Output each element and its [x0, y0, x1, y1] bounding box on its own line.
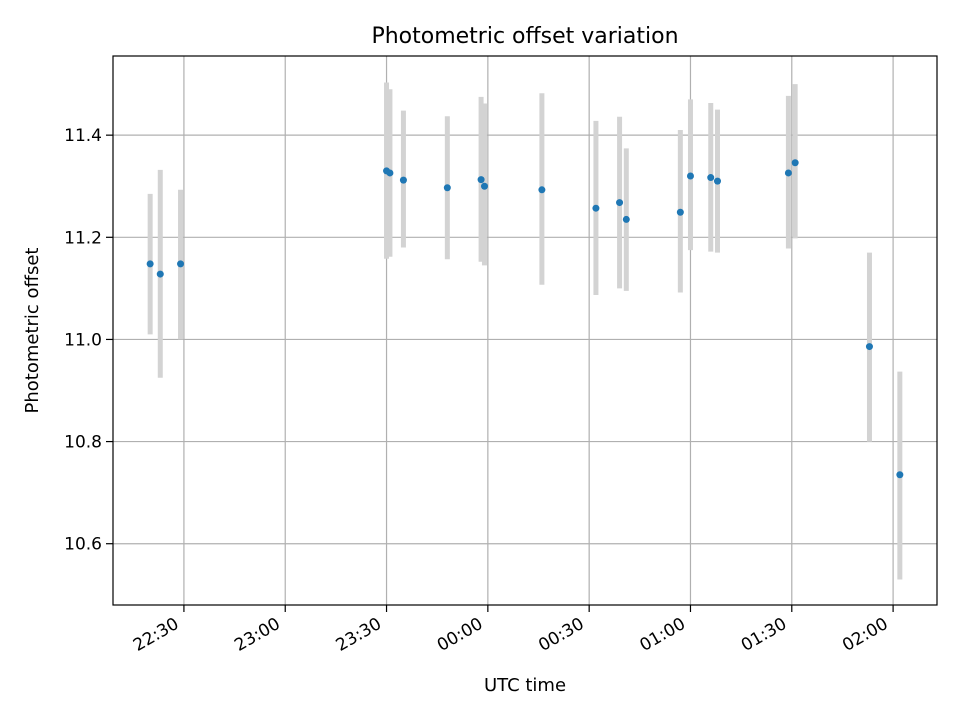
data-point [791, 159, 799, 167]
data-point [386, 169, 394, 177]
data-point [676, 208, 684, 216]
data-point [622, 215, 630, 223]
y-tick-label: 11.4 [64, 126, 102, 146]
data-point [713, 177, 721, 185]
plot-frame [112, 55, 938, 606]
y-tick-label: 10.8 [64, 433, 102, 453]
data-point [146, 260, 154, 268]
data-point [707, 174, 715, 182]
y-axis-label: Photometric offset [22, 248, 43, 414]
data-point [156, 270, 164, 278]
data-point [686, 172, 694, 180]
data-point [538, 186, 546, 194]
data-point [592, 204, 600, 212]
data-point [177, 260, 185, 268]
y-tick-label: 11.0 [64, 330, 102, 350]
data-point [477, 176, 485, 184]
data-point [616, 199, 624, 207]
data-point [443, 184, 451, 192]
y-tick-label: 11.2 [64, 228, 102, 248]
data-point [399, 176, 407, 184]
data-point [784, 169, 792, 177]
data-point [896, 471, 904, 479]
y-tick-label: 10.6 [64, 535, 102, 555]
x-axis-label: UTC time [484, 675, 566, 696]
chart-title: Photometric offset variation [371, 24, 678, 49]
data-points [146, 159, 904, 479]
data-point [480, 182, 488, 190]
data-point [865, 343, 873, 351]
